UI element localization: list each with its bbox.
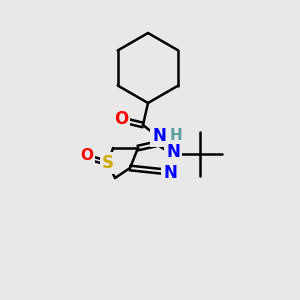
Text: O: O [80, 148, 94, 164]
Text: N: N [163, 164, 177, 182]
Text: H: H [170, 128, 183, 142]
Text: S: S [102, 154, 114, 172]
Text: N: N [152, 127, 166, 145]
Text: O: O [114, 110, 128, 128]
Text: N: N [166, 143, 180, 161]
